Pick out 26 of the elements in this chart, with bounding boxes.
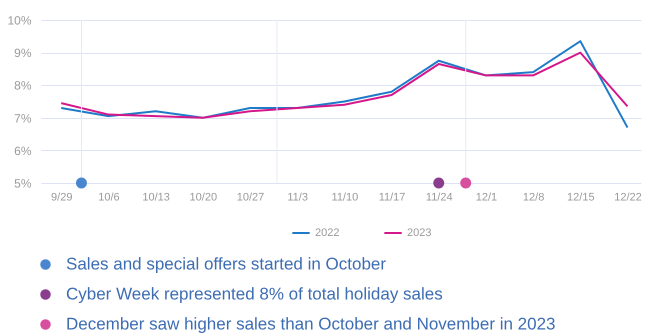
x-tick-label: 11/10 [332,192,358,204]
y-tick-label: 7% [14,111,32,126]
y-tick-label: 9% [14,46,32,60]
x-tick-label: 12/1 [476,192,498,204]
legend-label: 2022 [315,227,340,239]
y-tick-label: 10% [7,14,32,28]
x-tick-label: 11/24 [426,192,453,204]
y-tick-label: 5% [14,176,32,190]
x-tick-label: 12/8 [522,192,544,204]
x-tick-label: 10/20 [190,192,218,204]
legend-label: Cyber Week represented 8% of total holiday sales [66,284,443,304]
legend-label: December saw higher sales than October and November in 2023 [66,314,556,334]
x-tick-label: 10/13 [142,192,170,204]
x-tick-label: 11/3 [287,192,308,204]
x-tick-label: 12/15 [567,192,595,204]
x-tick-label: 9/29 [51,192,72,204]
line-series [60,40,629,129]
y-tick-label: 6% [14,144,32,158]
line-series [60,52,629,119]
legend-label: Sales and special offers started in October [66,254,386,274]
y-tick-label: 8% [14,78,32,93]
x-tick-label: 11/17 [378,192,406,204]
legend-label: 2023 [407,227,432,239]
x-tick-label: 10/27 [236,192,264,204]
x-tick-label: 10/6 [98,192,120,204]
x-tick-label: 12/22 [614,192,642,204]
